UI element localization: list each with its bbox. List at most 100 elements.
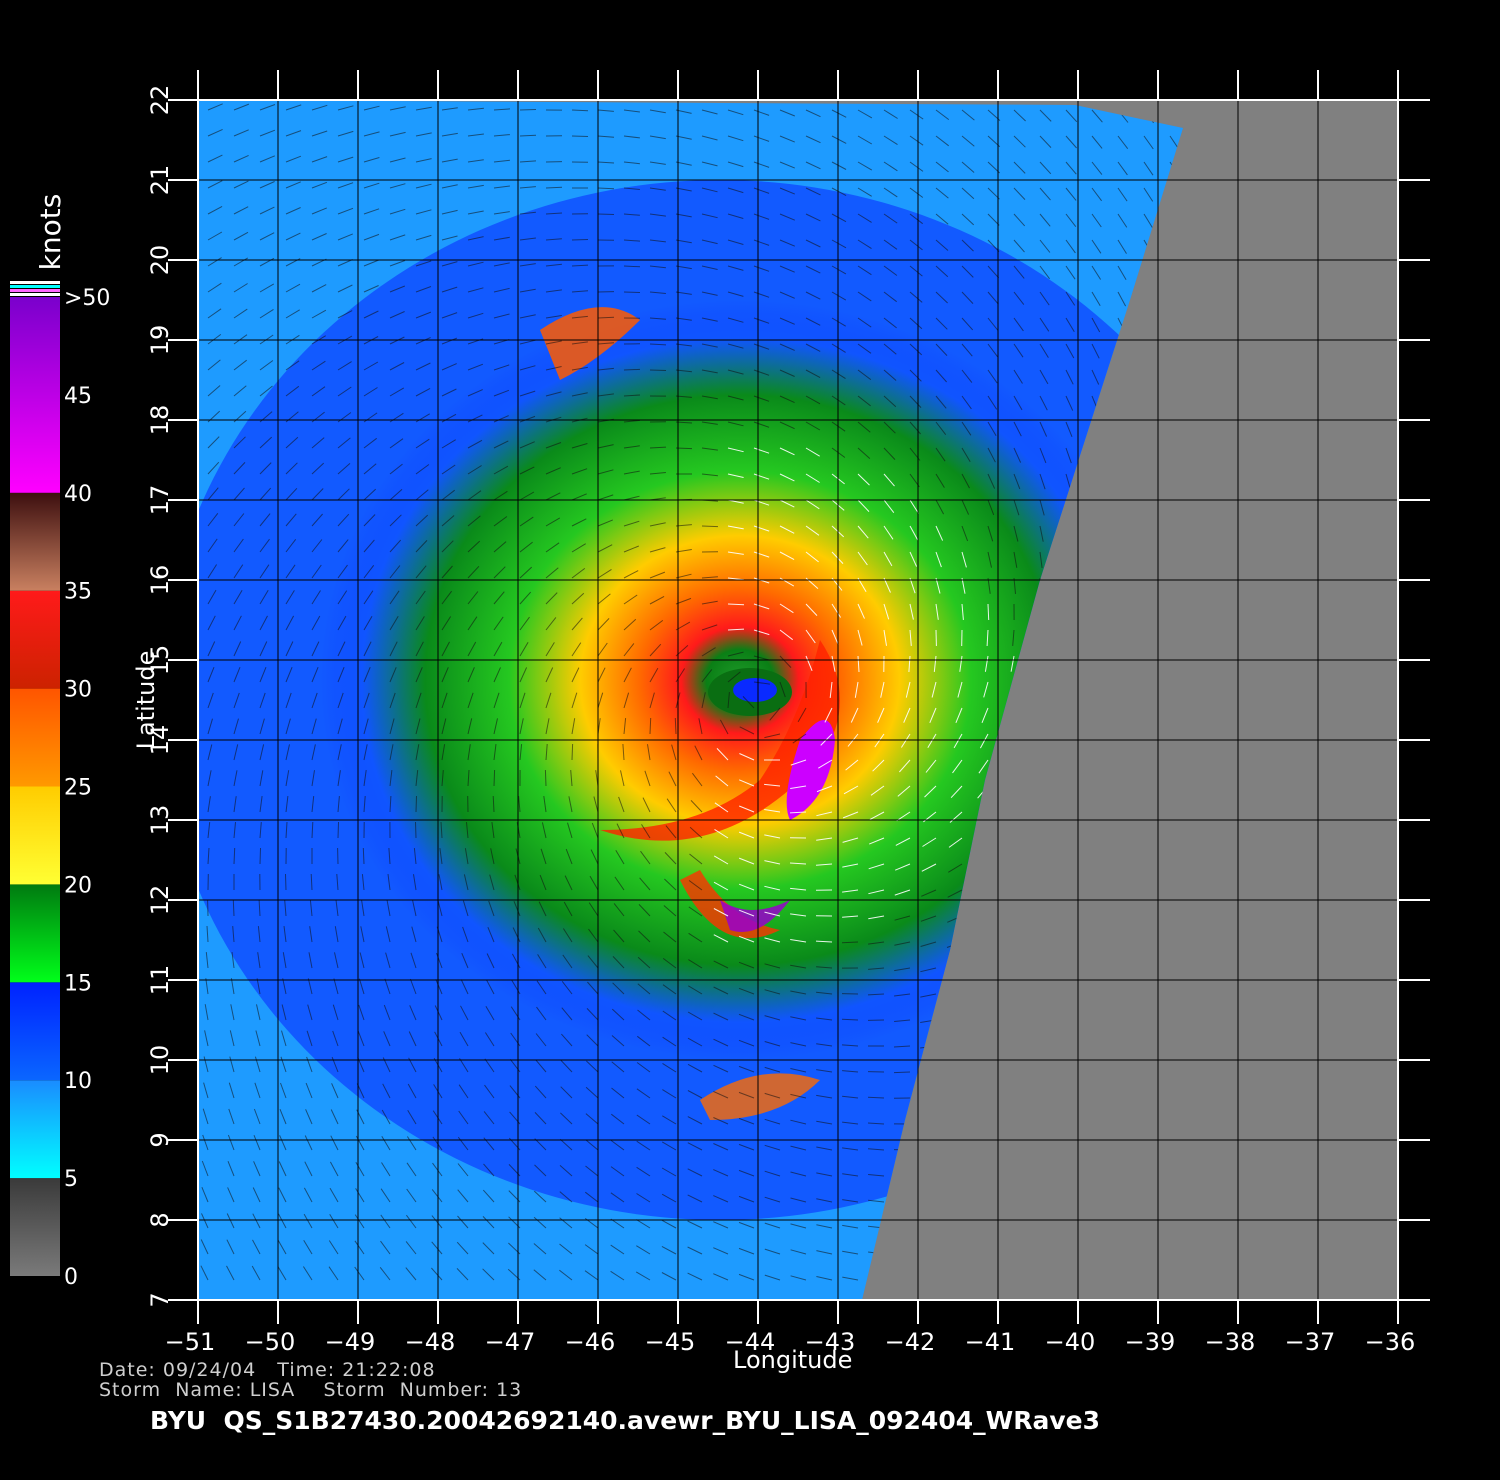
wind-vector [226,1239,235,1255]
wind-vector [831,265,847,275]
wind-vector [661,1141,677,1151]
wind-vector [536,1006,547,1021]
wind-vector [311,156,328,163]
wind-vector [636,1166,651,1177]
wind-vector [467,261,484,267]
wind-vector [688,906,703,917]
wind-vector [545,667,554,683]
wind-vector [620,770,625,787]
wind-vector [792,733,807,744]
wind-vector [908,655,911,673]
wind-vector [764,1170,781,1177]
wind-vector [1091,109,1103,123]
wind-vector [415,132,432,137]
wind-vector [406,1162,417,1177]
wind-vector [1013,291,1025,305]
wind-vector [779,291,795,299]
wind-vector [227,1187,235,1203]
wind-vector [961,447,971,462]
wind-vector [1039,109,1052,122]
wind-vector [738,831,755,839]
wind-vector [687,1037,703,1047]
wind-vector [638,930,651,943]
wind-vector [389,616,399,631]
wind-vector [354,1240,365,1255]
wind-vector [467,616,478,631]
wind-vector [727,525,744,530]
wind-vector [415,209,432,215]
wind-vector [336,873,339,891]
wind-vector [591,822,599,839]
wind-vector [842,811,859,819]
wind-vector [519,314,536,319]
wind-vector [701,692,706,709]
wind-vector [779,265,795,273]
wind-vector [259,283,275,293]
wind-vector [727,369,744,375]
wind-vector [570,770,573,787]
wind-vector [363,718,369,735]
wind-vector [379,1266,391,1281]
wind-vector [337,692,344,709]
wind-vector [1091,161,1103,175]
wind-vector [779,109,795,117]
wind-vector [415,286,432,293]
wind-vector [753,681,770,685]
wind-vector [854,681,859,698]
wind-vector [909,369,922,382]
wind-vector [233,283,248,293]
wind-vector [713,855,729,865]
wind-vector [519,718,524,735]
wind-vector [610,1244,625,1255]
wind-vector [909,135,924,146]
wind-vector [545,592,558,605]
wind-vector [545,442,562,449]
wind-vector [233,692,240,709]
wind-vector [519,160,537,163]
wind-vector [779,421,795,430]
wind-vector [701,669,713,683]
wind-vector [935,421,947,436]
wind-vector [687,1168,703,1177]
wind-vector [764,963,781,969]
wind-vector [961,291,974,304]
wind-vector [255,1030,261,1047]
wind-vector [597,187,615,190]
wind-vector [571,366,588,371]
wind-vector [987,369,998,384]
wind-vector [253,1108,261,1125]
wind-vector [909,239,923,251]
wind-vector [389,208,406,215]
wind-vector [233,822,236,839]
wind-vector [961,473,970,489]
wind-vector [415,106,432,111]
wind-vector [584,1244,599,1255]
wind-vector [1065,187,1077,201]
wind-vector [701,525,719,528]
wind-vector [441,667,449,683]
wind-vector [649,161,666,165]
wind-vector [981,707,989,723]
wind-vector [1143,213,1153,228]
wind-vector [482,1189,495,1203]
wind-vector [585,1113,599,1125]
wind-vector [987,499,995,516]
wind-vector [467,465,482,475]
wind-vector [701,600,718,605]
wind-vector [493,616,504,631]
wind-vector [727,577,744,581]
wind-vector [256,978,261,995]
wind-vector [440,821,443,839]
wind-vector [493,211,510,215]
wind-vector [415,260,432,267]
wind-vector [493,287,510,293]
wind-vector [337,233,353,241]
wind-vector [281,1004,287,1021]
wind-vector [805,499,820,510]
wind-vector [415,770,419,787]
wind-vector [857,525,869,539]
wind-vector [675,135,692,140]
wind-vector [441,616,452,631]
wind-vector [545,238,562,241]
wind-vector [868,889,885,895]
